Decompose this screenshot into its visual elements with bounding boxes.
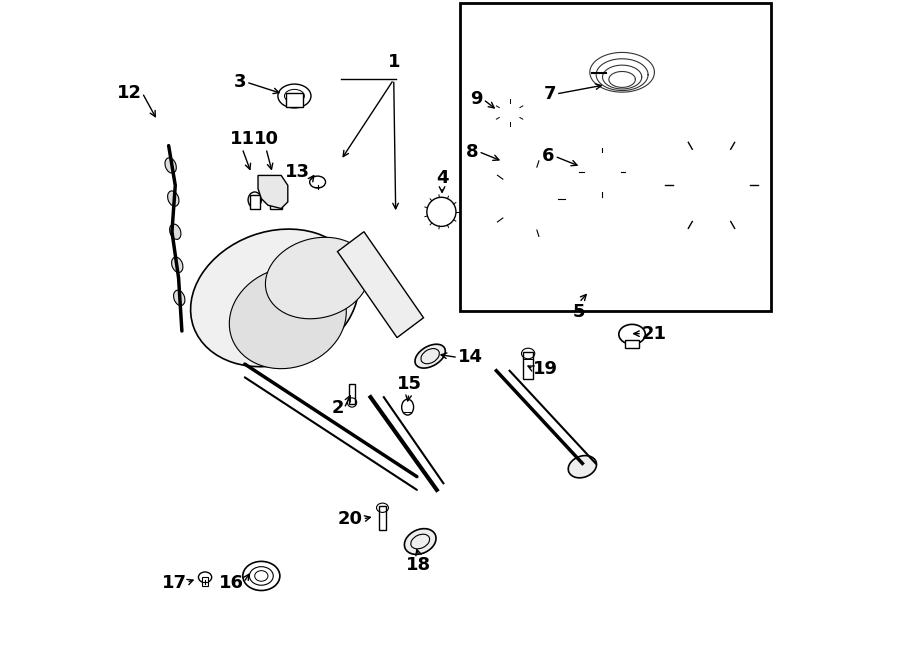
Bar — [501, 113, 518, 126]
Ellipse shape — [404, 529, 436, 554]
Bar — [379, 506, 386, 530]
Bar — [649, 63, 665, 73]
Ellipse shape — [427, 197, 456, 226]
Text: 1: 1 — [388, 53, 400, 71]
Text: 3: 3 — [234, 73, 246, 91]
Text: 15: 15 — [397, 375, 421, 393]
Ellipse shape — [172, 257, 183, 273]
Ellipse shape — [167, 191, 179, 207]
Ellipse shape — [495, 101, 524, 124]
Text: 16: 16 — [219, 573, 244, 592]
Text: 17: 17 — [161, 573, 186, 592]
Bar — [349, 384, 355, 404]
Bar — [460, 3, 771, 311]
Bar — [202, 577, 208, 586]
Ellipse shape — [243, 561, 280, 591]
Text: 5: 5 — [572, 303, 585, 320]
Text: 13: 13 — [284, 164, 310, 181]
Bar — [286, 93, 303, 107]
Ellipse shape — [230, 267, 346, 369]
Bar — [250, 195, 260, 209]
Ellipse shape — [401, 399, 414, 415]
Text: 7: 7 — [544, 85, 556, 103]
Ellipse shape — [174, 290, 184, 306]
Text: 9: 9 — [471, 90, 483, 109]
Text: 2: 2 — [331, 399, 344, 418]
Ellipse shape — [310, 176, 326, 188]
Ellipse shape — [266, 237, 370, 319]
Text: 14: 14 — [458, 348, 483, 367]
Text: 20: 20 — [338, 510, 363, 528]
Ellipse shape — [191, 229, 358, 367]
Ellipse shape — [671, 142, 752, 228]
Text: 19: 19 — [534, 359, 558, 378]
Text: 8: 8 — [466, 142, 479, 161]
Ellipse shape — [568, 455, 597, 478]
Ellipse shape — [248, 192, 261, 208]
Ellipse shape — [169, 224, 181, 240]
Ellipse shape — [198, 572, 212, 583]
Text: 12: 12 — [117, 83, 142, 102]
Text: 18: 18 — [406, 556, 431, 574]
Ellipse shape — [582, 151, 622, 193]
PathPatch shape — [258, 175, 288, 209]
Text: 4: 4 — [436, 169, 448, 187]
Ellipse shape — [278, 84, 311, 108]
Text: 11: 11 — [230, 130, 255, 148]
Bar — [626, 340, 639, 348]
PathPatch shape — [338, 232, 424, 338]
Bar — [270, 194, 282, 209]
Ellipse shape — [268, 191, 281, 207]
Text: 10: 10 — [254, 130, 278, 148]
Text: 6: 6 — [542, 147, 554, 166]
Text: 21: 21 — [642, 324, 667, 343]
Ellipse shape — [619, 324, 645, 344]
Ellipse shape — [415, 344, 446, 368]
Ellipse shape — [165, 158, 176, 173]
Ellipse shape — [496, 164, 559, 233]
Bar — [523, 352, 534, 379]
